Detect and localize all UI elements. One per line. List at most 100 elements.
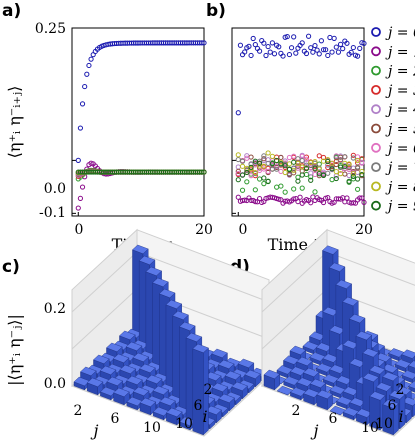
legend-marker <box>371 181 381 192</box>
point-j0 <box>331 35 337 41</box>
legend-marker <box>371 46 381 57</box>
bar-10-10 <box>192 343 209 436</box>
legend-label: j = 1 <box>385 44 415 60</box>
d-jtick-6: 6 <box>329 411 338 427</box>
point-j1 <box>242 197 248 203</box>
point-j2 <box>291 186 297 192</box>
point-j2 <box>355 186 361 192</box>
point-j0 <box>291 34 297 40</box>
c-jtick-6: 6 <box>111 411 120 427</box>
point-j0 <box>250 35 256 42</box>
point-j0 <box>303 50 310 57</box>
panel-b-frame <box>231 27 365 217</box>
point-j9 <box>265 178 271 185</box>
d-itick-2: 2 <box>396 382 405 398</box>
point-j9 <box>333 175 339 182</box>
point-j0 <box>340 46 346 52</box>
legend-marker <box>371 27 381 37</box>
point-j1 <box>297 194 303 200</box>
point-j9 <box>248 164 254 170</box>
point-j0 <box>312 42 318 49</box>
legend-marker <box>371 142 381 153</box>
point-j1 <box>359 195 365 201</box>
point-j4 <box>235 164 241 170</box>
legend-marker <box>371 65 381 76</box>
point-j7 <box>355 164 361 170</box>
point-j8 <box>312 158 318 165</box>
point-j0 <box>284 33 290 40</box>
d-jtick-10: 10 <box>361 420 379 436</box>
panel-c-label: c) <box>2 257 20 277</box>
a-ylabel: ⟨η⁺ᵢ η⁻ᵢ₊ⱼ⟩ <box>5 86 24 159</box>
point-j1 <box>291 196 297 202</box>
point-j1 <box>295 198 301 205</box>
point-j9 <box>199 169 205 175</box>
point-j0 <box>335 49 342 55</box>
point-j8 <box>359 168 365 175</box>
point-j9 <box>308 177 314 183</box>
point-j2 <box>244 179 250 185</box>
point-j2 <box>312 189 318 195</box>
legend-marker <box>371 104 381 115</box>
bar-10-4 <box>113 387 130 406</box>
d-jlabel: j <box>311 421 319 440</box>
point-j6 <box>312 171 318 178</box>
point-j7 <box>333 154 339 160</box>
point-j8 <box>269 153 275 159</box>
point-j9 <box>274 157 280 164</box>
c-zlabel: |⟨η⁺ᵢ η⁻ⱼ⟩| <box>5 314 24 386</box>
point-j8 <box>239 163 246 169</box>
a-ytick-zero: 0.0 <box>44 181 66 197</box>
point-j9 <box>269 161 275 167</box>
point-j9 <box>346 178 352 184</box>
point-j0 <box>263 52 269 59</box>
point-j1 <box>308 200 314 206</box>
point-j0 <box>333 44 339 50</box>
point-j0 <box>271 51 278 57</box>
b-xtick-0: 0 <box>239 222 248 238</box>
point-j9 <box>295 178 301 184</box>
point-j9 <box>329 166 335 172</box>
point-j8 <box>286 161 293 167</box>
point-j2 <box>278 183 284 189</box>
point-j9 <box>201 169 207 175</box>
point-j7 <box>325 170 331 176</box>
point-j0 <box>286 51 293 58</box>
c-ilabel: i <box>202 407 207 426</box>
c-itick-2: 2 <box>204 382 213 398</box>
point-j8 <box>252 169 258 176</box>
a-xtick-20: 20 <box>195 222 213 238</box>
point-j0 <box>269 40 275 46</box>
c-ztick-0: 0.0 <box>44 376 66 392</box>
point-j8 <box>333 169 339 175</box>
point-j0 <box>88 56 94 62</box>
d-itick-10: 10 <box>375 416 393 432</box>
point-j9 <box>320 172 327 178</box>
point-j0 <box>314 47 320 53</box>
bar-10-6 <box>139 397 157 416</box>
point-j9 <box>350 173 356 179</box>
point-j0 <box>280 53 286 59</box>
c-ztick-02: 0.2 <box>44 301 66 317</box>
d-ilabel: i <box>398 407 403 426</box>
c-jtick-2: 2 <box>74 403 83 419</box>
point-j5 <box>278 154 284 160</box>
point-j0 <box>308 45 314 51</box>
point-j6 <box>346 166 352 173</box>
point-j9 <box>342 163 348 170</box>
point-j9 <box>325 158 331 165</box>
bar-10-5 <box>316 389 333 411</box>
point-j0 <box>86 62 92 69</box>
point-j8 <box>329 160 335 166</box>
point-j1 <box>79 184 86 190</box>
point-j8 <box>265 150 271 156</box>
point-j9 <box>256 160 263 166</box>
point-j0 <box>267 49 273 55</box>
point-j9 <box>303 165 310 172</box>
point-j7 <box>235 156 241 163</box>
point-j9 <box>244 169 250 176</box>
point-j7 <box>239 158 246 164</box>
point-j0 <box>310 49 316 55</box>
point-j0 <box>75 157 81 163</box>
legend-label: j = 5 <box>385 122 415 138</box>
